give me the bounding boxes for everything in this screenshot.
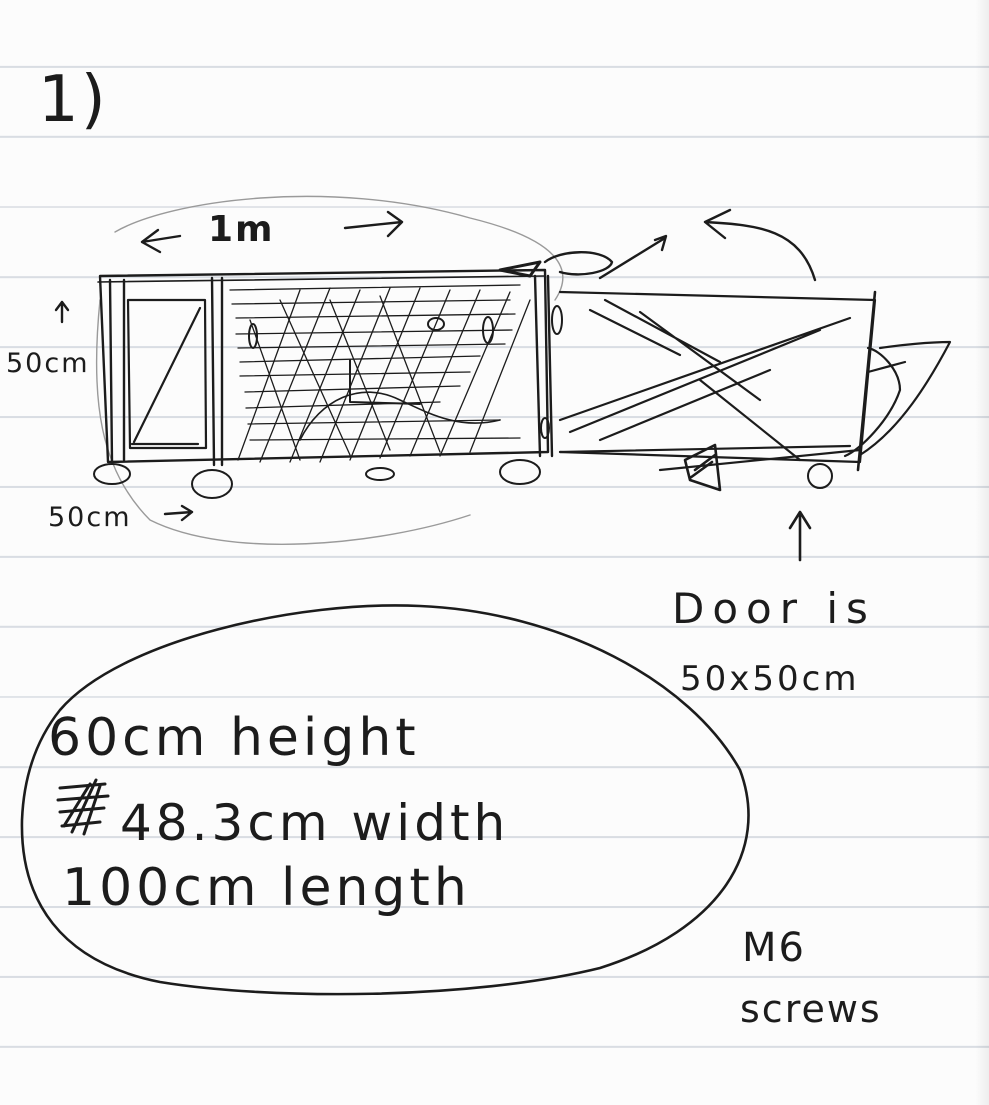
hinges [248,305,563,439]
open-door [843,340,952,458]
top-dimension-label: 1m [208,209,275,250]
screws-note-line-2: screws [740,987,882,1031]
paper-edge-shadow [975,0,989,1105]
dimension-arrows [54,210,812,562]
cabinet-feet [93,443,833,499]
pencil-outline [95,195,564,545]
rotation-arrows [498,208,817,282]
spec-height: 60cm height [48,708,420,768]
right-section [558,290,877,472]
door-panel [126,298,208,450]
spec-length: 100cm length [62,858,471,918]
door-note-line-2: 50x50cm [680,659,860,699]
cabinet-body [97,268,554,467]
section-number: 1) [38,63,108,137]
shading-scribble [229,284,531,463]
spec-width: 48.3cm width [120,794,510,852]
side-dimension-label: 50cm [6,348,90,379]
screws-note-line-1: M6 [742,925,806,971]
spec-ellipse [20,604,750,996]
door-note-line-1: Door is [672,584,876,633]
crossed-out-mark [56,778,110,836]
bottom-dimension-label: 50cm [48,502,132,533]
